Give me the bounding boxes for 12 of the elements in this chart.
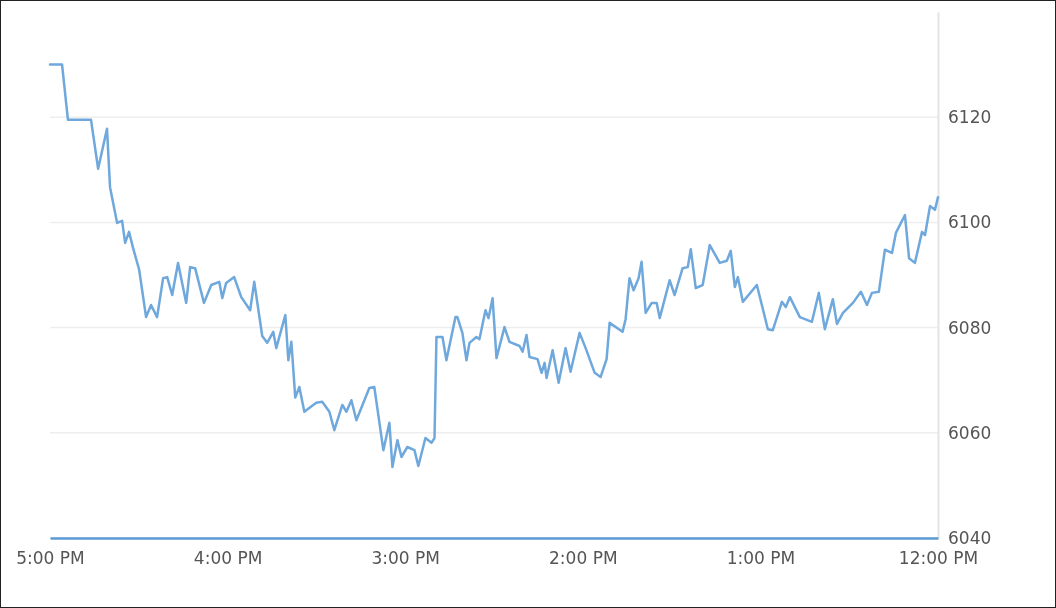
x-tick-label: 2:00 PM bbox=[549, 548, 618, 569]
x-tick-label: 5:00 PM bbox=[16, 548, 85, 569]
y-tick-label: 6120 bbox=[948, 107, 992, 128]
line-series bbox=[48, 63, 940, 469]
x-tick-label: 4:00 PM bbox=[193, 548, 263, 569]
x-tick-label: 3:00 PM bbox=[371, 548, 440, 569]
y-tick-label: 6040 bbox=[948, 527, 992, 548]
y-tick-label: 6080 bbox=[948, 317, 992, 338]
y-tick-label: 6060 bbox=[948, 422, 992, 443]
y-tick-label: 6100 bbox=[948, 212, 992, 233]
x-tick-label: 1:00 PM bbox=[726, 548, 796, 569]
x-tick-label: 12:00 PM bbox=[898, 548, 979, 569]
